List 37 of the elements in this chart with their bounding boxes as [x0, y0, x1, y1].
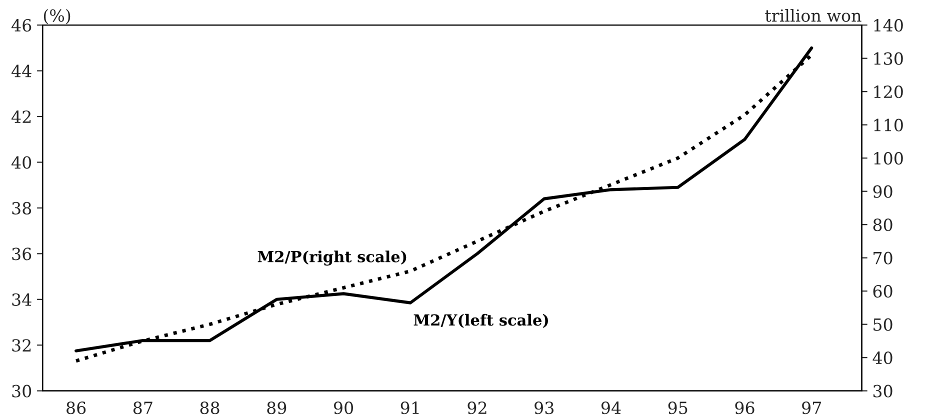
y2-tick-label: 120	[874, 86, 903, 98]
x-tick-label: 89	[267, 402, 286, 414]
y2-tick-label: 90	[873, 185, 892, 198]
series-label: M2/P(right scale)	[258, 250, 406, 266]
y2-tick-label: 30	[873, 384, 892, 398]
y2-tick-label: 70	[874, 252, 892, 264]
y2-tick-label: 100	[874, 152, 903, 165]
y2-tick-label: 110	[874, 118, 903, 132]
y2-tick-label: 80	[873, 218, 892, 232]
y-tick-label: 36	[12, 248, 32, 260]
y-tick-label: 30	[12, 384, 32, 398]
x-tick-label: 93	[534, 402, 554, 414]
x-tick-label: 88	[200, 402, 220, 414]
y-tick-label: 34	[12, 293, 32, 306]
y-tick-label: 46	[12, 19, 32, 32]
x-tick-label: 86	[66, 402, 86, 414]
x-tick-label: 97	[802, 402, 822, 414]
x-tick-label: 91	[400, 402, 419, 414]
y-tick-label: 42	[12, 110, 31, 123]
y-tick-label: 32	[12, 339, 31, 352]
y-tick-label: 38	[12, 202, 32, 215]
y2-tick-label: 60	[873, 285, 892, 298]
x-tick-label: 92	[468, 402, 486, 414]
y-tick-label: 44	[12, 64, 32, 78]
y2-tick-label: 50	[874, 318, 892, 331]
y2-tick-label: 40	[872, 352, 892, 364]
y-tick-label: 40	[12, 156, 32, 169]
series-label: M2/Y(left scale)	[414, 314, 548, 328]
x-tick-label: 95	[668, 402, 688, 414]
y-axis-title: (%)	[44, 8, 70, 24]
x-tick-label: 90	[334, 402, 354, 414]
y2-axis-title: trillion won	[765, 8, 862, 22]
y2-tick-label: 130	[874, 52, 903, 65]
x-tick-label: 94	[601, 402, 621, 414]
x-tick-label: 87	[133, 402, 152, 414]
y2-tick-label: 140	[874, 19, 903, 32]
x-tick-label: 96	[735, 402, 754, 414]
